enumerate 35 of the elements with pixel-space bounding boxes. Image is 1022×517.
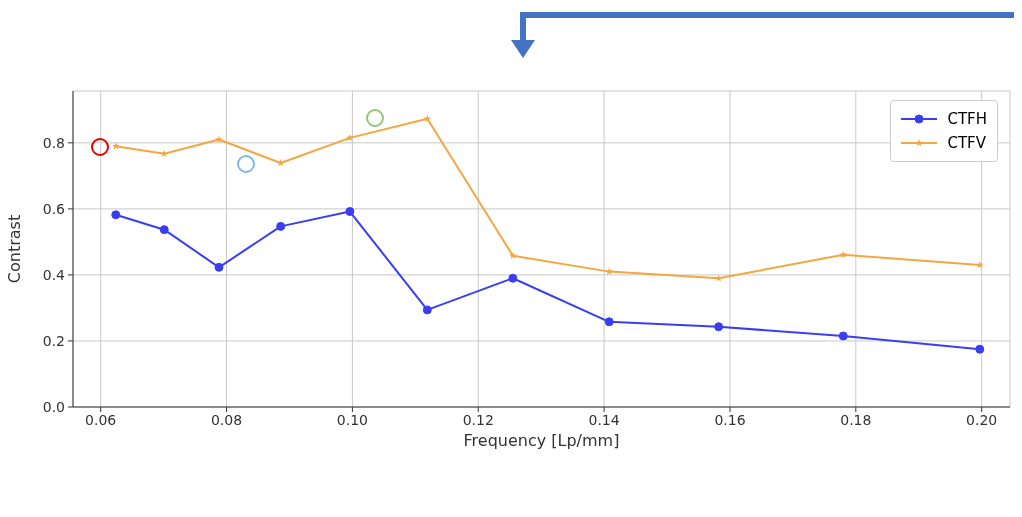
legend-label: CTFH — [947, 110, 987, 128]
point — [508, 273, 518, 283]
point — [714, 322, 724, 332]
point — [838, 331, 848, 341]
x-tick-label: 0.12 — [462, 411, 494, 428]
y-tick-label: 0.6 — [42, 200, 66, 217]
y-axis-title: Contrast — [4, 214, 24, 284]
x-tick-label: 0.18 — [840, 411, 872, 428]
point — [975, 261, 984, 269]
point — [605, 267, 613, 275]
point — [839, 250, 848, 259]
legend-label: CTFV — [947, 134, 986, 152]
point — [111, 210, 121, 220]
point — [423, 114, 432, 122]
point — [215, 135, 223, 143]
y-tick-label: 0.2 — [42, 332, 65, 349]
point — [159, 225, 169, 235]
x-axis-title: Frequency [Lp/mm] — [463, 431, 620, 450]
point — [509, 251, 517, 260]
x-tick-label: 0.06 — [85, 411, 117, 428]
x-tick-label: 0.10 — [336, 411, 368, 428]
y-tick-label: 0.0 — [42, 398, 65, 415]
point — [111, 142, 120, 150]
y-tick-label: 0.8 — [42, 134, 65, 151]
point — [276, 221, 286, 231]
point — [604, 317, 614, 327]
point — [214, 262, 224, 272]
x-tick-label: 0.16 — [714, 411, 746, 428]
y-tick-label: 0.4 — [42, 266, 66, 283]
point — [345, 207, 355, 217]
point — [975, 344, 985, 354]
point — [422, 305, 432, 315]
x-tick-label: 0.08 — [210, 411, 243, 428]
x-tick-label: 0.14 — [588, 411, 620, 428]
x-tick-label: 0.20 — [966, 411, 998, 428]
